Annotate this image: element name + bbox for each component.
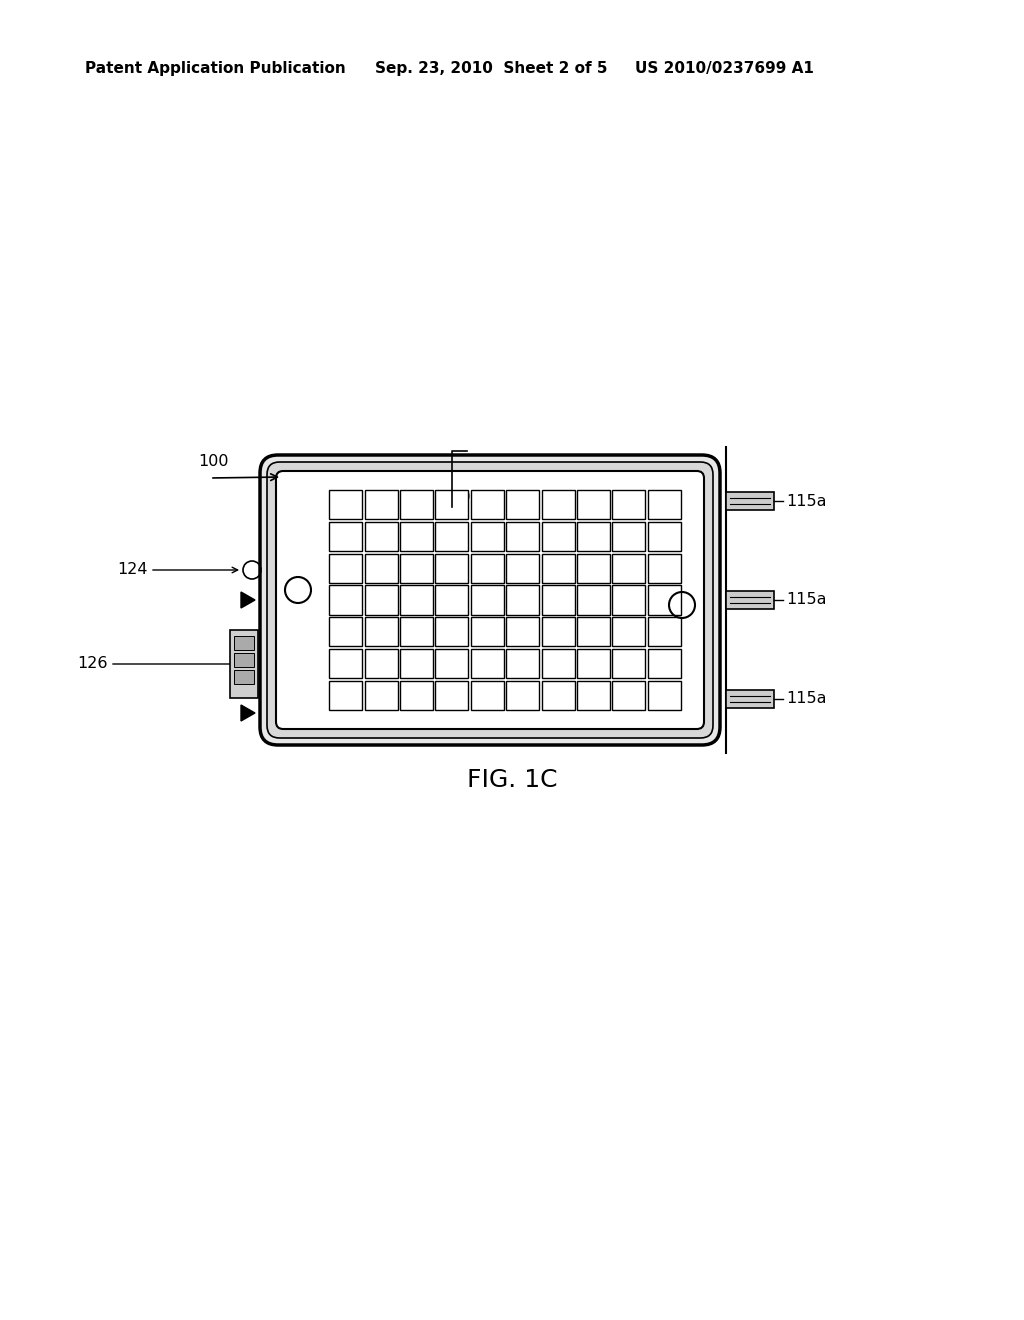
Text: 126: 126 [78,656,108,672]
Bar [648,618,681,647]
Polygon shape [241,591,255,609]
Bar [726,492,774,511]
Bar [400,553,433,583]
Bar [612,521,645,552]
Bar [234,671,254,684]
Bar [365,649,397,678]
Bar [726,591,774,609]
Bar [578,490,610,520]
Bar [400,521,433,552]
Bar [330,649,362,678]
Text: FIG. 1C: FIG. 1C [467,768,557,792]
Text: 115a: 115a [786,692,826,706]
Text: 110: 110 [440,491,471,506]
Bar [471,521,504,552]
Text: Patent Application Publication: Patent Application Publication [85,61,346,75]
Text: 100: 100 [198,454,228,470]
Bar [506,681,540,710]
Bar [542,521,574,552]
Bar [435,585,468,615]
Bar [400,649,433,678]
Bar [506,490,540,520]
Bar [471,649,504,678]
Bar [400,681,433,710]
Bar [578,521,610,552]
Bar [542,681,574,710]
Bar [542,553,574,583]
Bar [365,521,397,552]
Bar [330,553,362,583]
Bar [506,649,540,678]
Polygon shape [241,705,255,721]
Text: 115a: 115a [786,494,826,510]
Bar [648,681,681,710]
Bar [330,490,362,520]
Bar [330,681,362,710]
Bar [542,490,574,520]
Bar [542,585,574,615]
Bar [435,618,468,647]
Bar [648,553,681,583]
Bar [648,585,681,615]
Bar [365,681,397,710]
Bar [612,490,645,520]
Bar [471,490,504,520]
Bar [471,618,504,647]
Text: 124: 124 [118,562,148,578]
Bar [578,649,610,678]
Bar [230,630,258,698]
FancyBboxPatch shape [267,462,713,738]
Bar [612,553,645,583]
Bar [365,618,397,647]
Bar [330,618,362,647]
Bar [435,490,468,520]
Bar [330,585,362,615]
Bar [726,689,774,708]
Bar [506,585,540,615]
Bar [330,521,362,552]
Bar [435,649,468,678]
Bar [506,521,540,552]
Bar [435,553,468,583]
Bar [648,649,681,678]
Bar [471,553,504,583]
Bar [365,585,397,615]
Bar [435,681,468,710]
Bar [542,649,574,678]
Bar [365,553,397,583]
Bar [400,490,433,520]
Bar [578,681,610,710]
Bar [435,521,468,552]
Bar [471,681,504,710]
Bar [612,649,645,678]
Bar [612,618,645,647]
Bar [578,618,610,647]
FancyBboxPatch shape [260,455,720,744]
Bar [400,585,433,615]
Text: US 2010/0237699 A1: US 2010/0237699 A1 [635,61,814,75]
Bar [400,618,433,647]
Bar [578,553,610,583]
Bar [612,681,645,710]
Bar [542,618,574,647]
Text: 115a: 115a [786,593,826,607]
Bar [506,553,540,583]
FancyBboxPatch shape [276,471,705,729]
Bar [234,653,254,667]
Bar [612,585,645,615]
Bar [648,521,681,552]
Bar [365,490,397,520]
Bar [578,585,610,615]
Bar [234,636,254,649]
Bar [648,490,681,520]
Bar [506,618,540,647]
Bar [471,585,504,615]
Text: Sep. 23, 2010  Sheet 2 of 5: Sep. 23, 2010 Sheet 2 of 5 [375,61,607,75]
